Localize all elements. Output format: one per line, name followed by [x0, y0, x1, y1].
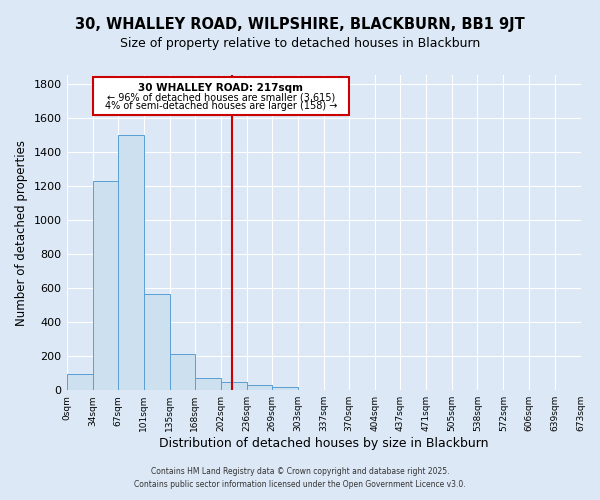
Bar	[92, 180, 118, 390]
Y-axis label: Number of detached properties: Number of detached properties	[15, 140, 28, 326]
Text: Contains HM Land Registry data © Crown copyright and database right 2025.
Contai: Contains HM Land Registry data © Crown c…	[134, 468, 466, 489]
Bar	[221, 382, 247, 390]
Text: 30, WHALLEY ROAD, WILPSHIRE, BLACKBURN, BB1 9JT: 30, WHALLEY ROAD, WILPSHIRE, BLACKBURN, …	[75, 18, 525, 32]
Bar	[170, 354, 195, 390]
Bar	[247, 385, 272, 390]
Text: ← 96% of detached houses are smaller (3,615): ← 96% of detached houses are smaller (3,…	[107, 93, 335, 103]
Bar	[143, 294, 170, 390]
FancyBboxPatch shape	[92, 76, 349, 115]
Bar	[118, 134, 143, 390]
Text: Size of property relative to detached houses in Blackburn: Size of property relative to detached ho…	[120, 38, 480, 51]
Text: 4% of semi-detached houses are larger (158) →: 4% of semi-detached houses are larger (1…	[104, 102, 337, 112]
Text: 30 WHALLEY ROAD: 217sqm: 30 WHALLEY ROAD: 217sqm	[139, 82, 304, 92]
X-axis label: Distribution of detached houses by size in Blackburn: Distribution of detached houses by size …	[159, 437, 488, 450]
Bar	[195, 378, 221, 390]
Bar	[272, 387, 298, 390]
Bar	[67, 374, 92, 390]
